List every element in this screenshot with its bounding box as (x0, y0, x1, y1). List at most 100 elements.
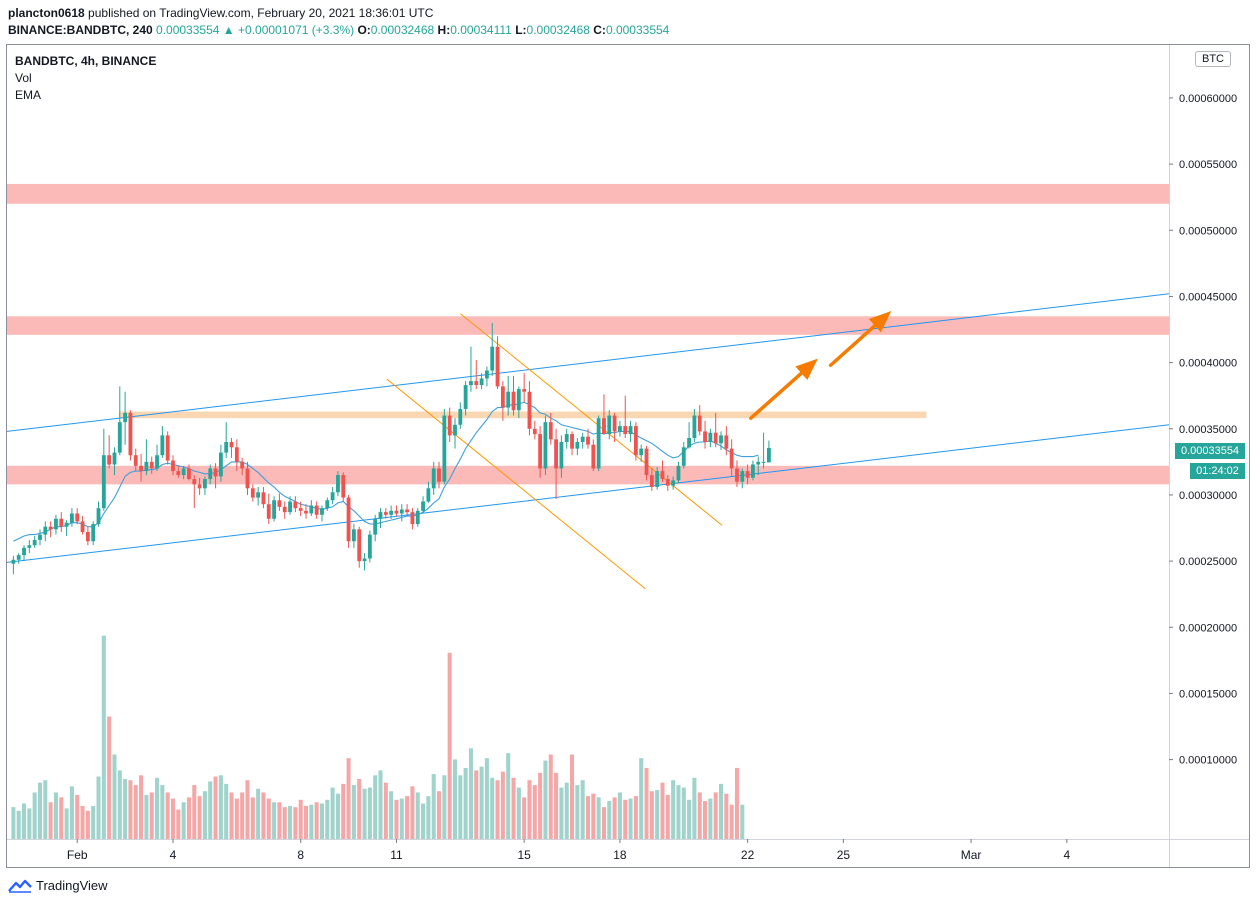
candle[interactable] (554, 428, 558, 499)
candle[interactable] (218, 444, 223, 482)
legend-title[interactable]: BANDBTC, 4h, BINANCE (15, 54, 157, 68)
candle[interactable] (618, 420, 622, 437)
candle[interactable] (54, 514, 58, 535)
candle[interactable] (288, 496, 292, 515)
candle[interactable] (575, 438, 580, 456)
candle[interactable] (171, 455, 175, 476)
candle[interactable] (591, 439, 596, 472)
candle[interactable] (612, 412, 617, 442)
candle[interactable] (644, 445, 649, 481)
currency-badge[interactable]: BTC (1195, 51, 1231, 67)
candle[interactable] (11, 555, 16, 575)
candle[interactable] (22, 545, 26, 562)
candle[interactable] (208, 464, 213, 485)
candle[interactable] (570, 431, 574, 456)
candle[interactable] (149, 456, 154, 474)
candle[interactable] (665, 475, 670, 491)
candle[interactable] (123, 391, 128, 445)
trendline-4[interactable] (459, 313, 723, 526)
candle[interactable] (16, 553, 21, 564)
candle[interactable] (681, 442, 686, 469)
candle[interactable] (703, 420, 707, 449)
candle[interactable] (394, 505, 399, 517)
candle[interactable] (431, 461, 436, 495)
candle[interactable] (655, 467, 660, 490)
candle[interactable] (330, 486, 335, 505)
candle[interactable] (559, 435, 564, 478)
candle[interactable] (367, 530, 372, 563)
candle[interactable] (697, 404, 702, 436)
candle[interactable] (38, 529, 42, 546)
candle[interactable] (399, 504, 404, 522)
zone-1[interactable] (7, 183, 1169, 204)
candle[interactable] (639, 444, 644, 462)
candle[interactable] (144, 439, 149, 476)
candle[interactable] (155, 444, 159, 472)
candle[interactable] (532, 420, 537, 440)
candle[interactable] (719, 431, 723, 450)
candle[interactable] (229, 438, 234, 458)
candle[interactable] (458, 402, 463, 429)
candle[interactable] (314, 501, 319, 519)
publisher-name[interactable]: plancton0618 (8, 6, 85, 20)
candle[interactable] (224, 422, 229, 458)
zone-2[interactable] (7, 316, 1169, 335)
candle[interactable] (245, 461, 250, 495)
candle[interactable] (176, 465, 181, 478)
candle[interactable] (256, 486, 261, 506)
candle[interactable] (197, 477, 202, 495)
candle[interactable] (538, 426, 543, 478)
candle[interactable] (740, 468, 745, 489)
candle[interactable] (506, 375, 511, 416)
candle[interactable] (261, 486, 266, 509)
candle[interactable] (474, 359, 479, 390)
candle[interactable] (298, 501, 303, 517)
candle[interactable] (607, 410, 612, 440)
candle[interactable] (85, 526, 90, 546)
candle[interactable] (410, 508, 415, 530)
zone-4[interactable] (7, 465, 1169, 485)
candle[interactable] (766, 440, 771, 463)
candle[interactable] (761, 432, 766, 469)
candle[interactable] (192, 475, 197, 509)
candle[interactable] (735, 460, 739, 487)
candle[interactable] (309, 500, 314, 517)
candle[interactable] (304, 504, 308, 519)
candle[interactable] (745, 464, 750, 485)
candle[interactable] (69, 508, 74, 527)
candle[interactable] (32, 535, 37, 548)
candle[interactable] (511, 375, 516, 416)
arrow-1[interactable] (749, 358, 818, 420)
candle[interactable] (447, 407, 452, 442)
candle[interactable] (676, 461, 681, 484)
candle[interactable] (320, 505, 324, 522)
candle[interactable] (336, 471, 340, 497)
candle[interactable] (48, 521, 53, 538)
candle[interactable] (128, 410, 133, 461)
zone-3[interactable] (118, 411, 927, 419)
candle[interactable] (43, 521, 48, 542)
candle[interactable] (649, 468, 654, 491)
candle[interactable] (516, 386, 521, 419)
candle[interactable] (213, 463, 218, 489)
candle[interactable] (91, 521, 96, 546)
candle[interactable] (351, 524, 356, 548)
trendline-3[interactable] (386, 378, 646, 590)
candle[interactable] (181, 465, 186, 480)
candle[interactable] (27, 539, 32, 554)
candle[interactable] (272, 496, 277, 522)
candle[interactable] (240, 457, 245, 476)
candle[interactable] (346, 494, 351, 548)
candle[interactable] (80, 516, 85, 535)
candle[interactable] (293, 496, 298, 513)
candle[interactable] (378, 508, 383, 529)
candle[interactable] (266, 493, 271, 525)
candle[interactable] (708, 428, 713, 448)
candle[interactable] (596, 415, 601, 472)
candle[interactable] (692, 408, 697, 442)
candle[interactable] (96, 501, 101, 527)
candle[interactable] (203, 476, 207, 495)
candle[interactable] (522, 373, 527, 403)
candle[interactable] (415, 508, 420, 527)
